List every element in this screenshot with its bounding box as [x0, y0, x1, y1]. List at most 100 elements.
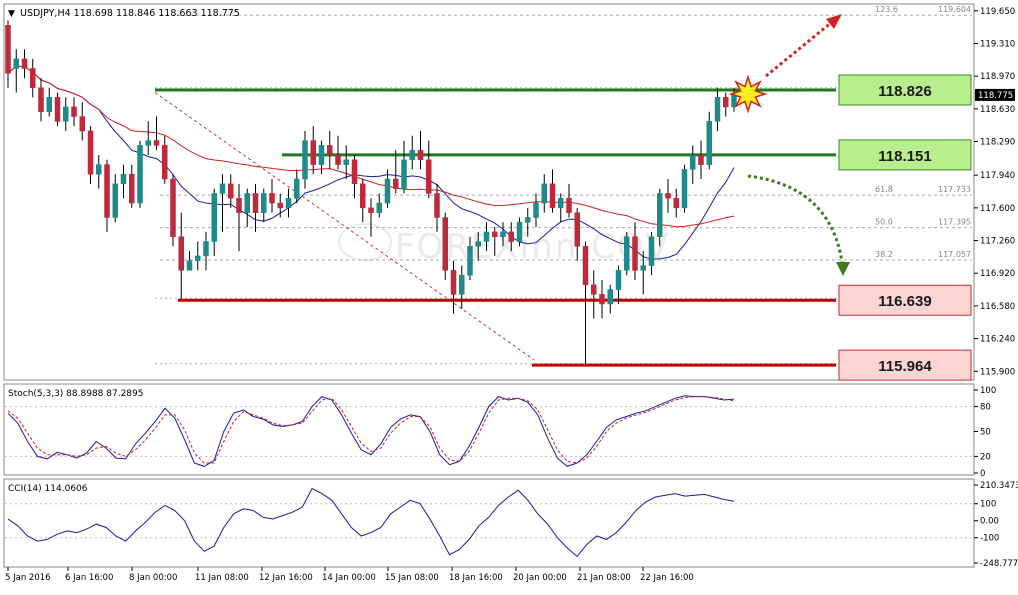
level-box-bg [838, 349, 972, 381]
candle-body [591, 284, 597, 295]
cci-title: CCI(14) 114.0606 [8, 484, 88, 494]
candle-body [244, 193, 250, 213]
candle-body [145, 140, 151, 146]
candle [252, 183, 259, 232]
stoch-tick-label: 100 [980, 386, 996, 396]
candle-body [459, 274, 465, 295]
candle [211, 188, 217, 256]
candle-body [120, 173, 127, 185]
price-tick-label: 119.650 [980, 7, 1015, 17]
ma-fast-line [7, 65, 735, 260]
time-tick-label: 11 Jan 08:00 [195, 573, 249, 583]
candle-body [450, 270, 457, 295]
fib-price-label: 117.395 [938, 218, 971, 227]
candle-body [673, 197, 679, 209]
chart-header-arrow[interactable]: ▼ [8, 9, 15, 19]
support-2-label: 115.964 [878, 358, 932, 375]
candle-body [698, 154, 704, 165]
candle [442, 212, 448, 280]
candle-body [269, 193, 275, 204]
candle [624, 231, 630, 276]
candle [71, 97, 77, 127]
candle-body [96, 164, 102, 175]
candle [269, 179, 275, 213]
time-tick-label: 20 Jan 00:00 [513, 573, 567, 583]
candle [475, 231, 481, 261]
candle-body [38, 87, 44, 112]
candle [368, 198, 374, 237]
candle-body [343, 159, 349, 165]
candle [723, 92, 729, 117]
candle [632, 222, 638, 280]
candle-body [516, 222, 523, 242]
candle [129, 164, 135, 208]
candle [541, 174, 547, 213]
resistance-1-box: 118.826 [838, 74, 972, 106]
price-tick-label: 116.920 [980, 269, 1015, 279]
candle [657, 188, 663, 247]
candle-body [541, 183, 547, 204]
candle [574, 207, 580, 261]
candle-body [417, 149, 424, 161]
cci-tick-label: 0.00 [980, 517, 999, 527]
candle [302, 130, 308, 189]
candle-body [285, 197, 292, 209]
candle [87, 126, 94, 184]
candle-body [714, 97, 721, 122]
resistance-1-label: 118.826 [878, 83, 931, 100]
time-tick-label: 5 Jan 2016 [5, 573, 51, 583]
candle-body [54, 97, 61, 122]
stochastic-panel [3, 383, 975, 476]
time-tick-label: 21 Jan 08:00 [577, 573, 631, 583]
candle [483, 222, 490, 252]
candle [244, 188, 250, 228]
candle [120, 164, 127, 199]
candle-body [632, 236, 638, 271]
candle [467, 236, 473, 280]
candle-body [203, 241, 209, 257]
candle [665, 179, 671, 213]
candle [673, 188, 679, 218]
time-tick-label: 15 Jan 08:00 [385, 573, 439, 583]
candle [310, 126, 316, 175]
time-tick-label: 22 Jan 16:00 [640, 573, 694, 583]
candle [195, 241, 201, 271]
cci-tick-label: 100 [980, 500, 996, 510]
support-1-label: 116.639 [878, 293, 931, 310]
candle-body [566, 197, 572, 213]
fib-level-label: 50.0 [875, 218, 893, 227]
candle [508, 222, 514, 252]
candle-body [549, 183, 556, 209]
fib-level-label: 38.2 [875, 250, 893, 259]
candle-body [327, 145, 333, 156]
candle [63, 97, 69, 131]
candle-body [112, 183, 118, 218]
candle [615, 265, 622, 304]
candle [599, 279, 605, 319]
candle [426, 140, 432, 199]
candle-body [426, 159, 432, 194]
candle [236, 183, 242, 252]
candle-body [195, 255, 201, 261]
candle [112, 174, 118, 223]
candle [219, 174, 226, 232]
symbol-header: USDJPY,H4 118.698 118.846 118.663 118.77… [20, 8, 240, 19]
stoch-signal-line [7, 396, 735, 464]
candle-body [302, 140, 308, 180]
candle-body [211, 193, 217, 242]
cci-tick-label: -248.7778 [980, 559, 1018, 569]
candle-body [153, 140, 160, 146]
candle [450, 260, 457, 314]
candle [698, 140, 704, 180]
candle-body [21, 58, 28, 69]
candle-body [615, 270, 622, 290]
resistance-2-box: 118.151 [838, 139, 972, 171]
candle [153, 116, 160, 151]
candle [706, 111, 712, 170]
price-tick-label: 117.260 [980, 237, 1015, 247]
candle [203, 231, 209, 271]
candle [376, 193, 382, 218]
candle [104, 159, 110, 232]
candle-body [582, 246, 589, 286]
breakout-arrow-head [826, 14, 842, 29]
